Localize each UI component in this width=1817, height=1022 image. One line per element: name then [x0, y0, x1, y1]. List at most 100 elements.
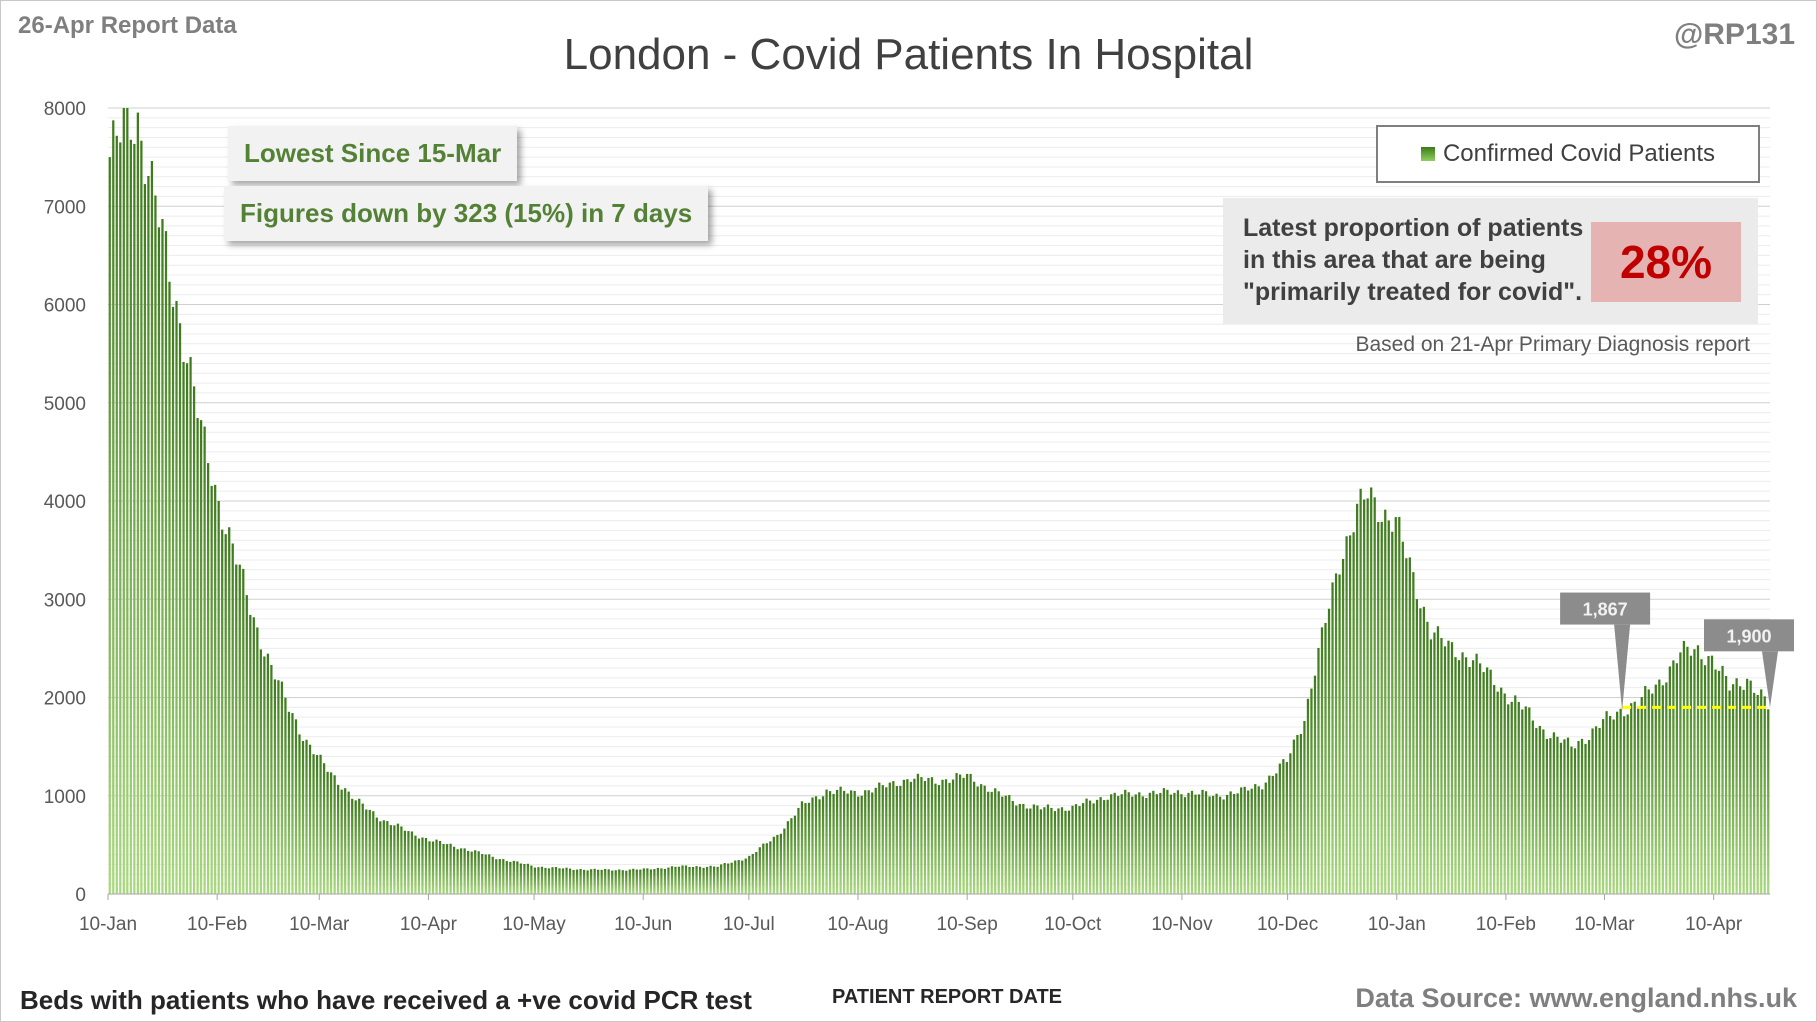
bar: [354, 800, 357, 894]
bar: [157, 227, 161, 894]
bar: [319, 754, 322, 894]
bar: [1746, 678, 1749, 894]
bar: [575, 869, 579, 894]
bar: [164, 231, 168, 895]
bar: [1190, 790, 1194, 894]
bar: [150, 160, 154, 894]
bar: [916, 773, 920, 894]
bar: [168, 281, 171, 894]
bar: [832, 793, 835, 894]
bar: [509, 861, 512, 894]
bar: [871, 792, 874, 894]
bar: [1345, 536, 1348, 894]
bar: [301, 741, 305, 894]
bar: [266, 653, 269, 894]
bar: [1117, 796, 1120, 894]
bar: [1591, 728, 1594, 894]
bar: [923, 781, 927, 894]
bar: [498, 859, 501, 894]
bar: [147, 175, 150, 895]
bar: [793, 815, 797, 894]
bar: [452, 846, 456, 894]
bar: [1327, 608, 1331, 894]
bar: [804, 803, 807, 894]
bar: [537, 867, 540, 894]
bar: [1380, 521, 1383, 894]
bar: [1398, 516, 1401, 894]
bar: [1331, 582, 1334, 894]
bar: [488, 854, 491, 894]
y-tick-label: 1000: [44, 787, 86, 808]
bar: [1742, 689, 1745, 894]
bar: [888, 782, 891, 894]
bar: [375, 817, 378, 894]
bar: [358, 798, 361, 894]
bar: [1359, 488, 1362, 894]
bar: [344, 788, 347, 894]
bar: [1760, 689, 1763, 894]
bar: [414, 835, 417, 894]
bar: [1271, 775, 1274, 894]
report-date-label: 26-Apr Report Data: [18, 12, 237, 39]
bar: [1240, 787, 1243, 894]
bar: [1566, 737, 1570, 894]
bar: [1092, 803, 1095, 894]
bar: [326, 771, 329, 894]
bar: [214, 484, 217, 894]
bar: [1514, 695, 1517, 894]
bar: [1436, 626, 1440, 894]
bar: [572, 869, 575, 894]
bar: [1008, 795, 1011, 894]
bar: [1254, 784, 1257, 894]
bar: [551, 867, 554, 894]
bar: [1338, 574, 1341, 894]
bar: [628, 869, 631, 894]
bar: [920, 777, 923, 894]
bar: [723, 863, 726, 894]
bar: [611, 870, 614, 894]
bar: [779, 833, 783, 894]
bar: [702, 867, 705, 894]
bar: [593, 868, 596, 894]
bar: [1545, 738, 1549, 894]
bar: [1517, 701, 1520, 894]
bar: [712, 866, 716, 894]
bar: [372, 811, 375, 894]
bar: [456, 849, 459, 894]
bar: [1138, 792, 1141, 894]
bar: [1320, 627, 1324, 894]
bar: [217, 500, 220, 894]
bar: [171, 306, 175, 894]
bar: [878, 782, 881, 894]
figures-change-callout: Figures down by 323 (15%) in 7 days: [224, 186, 709, 241]
bar: [1110, 794, 1113, 894]
bar: [403, 830, 407, 894]
bar: [1552, 732, 1556, 894]
bar: [1127, 792, 1130, 894]
bar: [1324, 622, 1327, 894]
bar: [582, 869, 586, 894]
bar: [1187, 792, 1190, 894]
bar: [1169, 794, 1173, 894]
x-axis-title: PATIENT REPORT DATE: [832, 986, 1062, 1008]
bar: [1756, 694, 1759, 894]
x-tick-label: 10-Jan: [1368, 914, 1426, 935]
bar: [1001, 796, 1004, 894]
bar: [428, 841, 431, 894]
bar: [1493, 685, 1496, 894]
bar: [1299, 733, 1303, 894]
bar: [1366, 498, 1369, 894]
bar: [885, 787, 888, 894]
proportion-line-2: in this area that are being: [1243, 246, 1546, 274]
bar: [1025, 808, 1028, 894]
bar: [340, 789, 343, 894]
bar: [969, 773, 972, 894]
bar: [1257, 786, 1260, 894]
bar: [843, 790, 846, 894]
bar: [294, 719, 298, 894]
bar: [1559, 742, 1563, 894]
x-tick-label: 10-Oct: [1044, 914, 1102, 935]
annotation-label: 1,900: [1726, 626, 1771, 646]
bar: [1204, 791, 1208, 894]
bar: [1471, 660, 1475, 894]
